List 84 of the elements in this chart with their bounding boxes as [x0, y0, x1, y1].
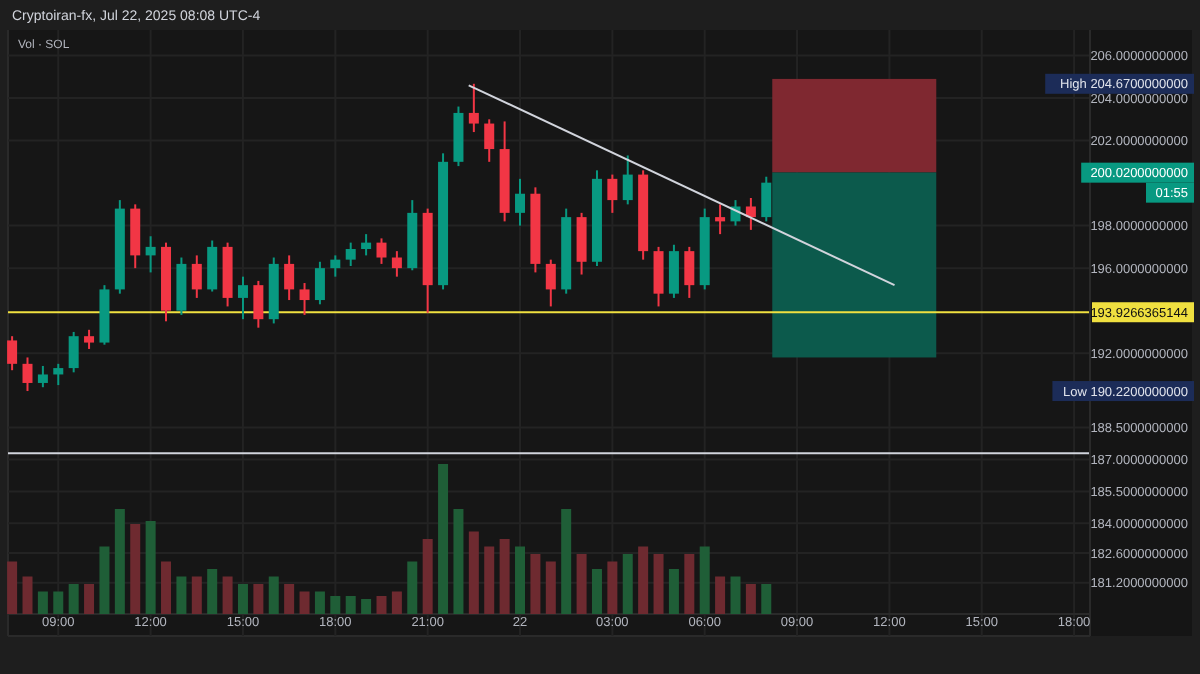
bar [53, 591, 64, 614]
bar [499, 539, 510, 614]
candlestick [191, 254, 202, 299]
candlestick [391, 250, 402, 278]
bar [391, 591, 402, 614]
bar [453, 509, 464, 614]
bar [299, 591, 310, 614]
bar [99, 546, 110, 614]
bar [561, 509, 572, 614]
candlestick [330, 254, 341, 278]
candlestick [345, 241, 356, 268]
bar [191, 576, 202, 614]
candlestick [68, 330, 79, 374]
bar [668, 569, 679, 614]
bar [314, 591, 325, 614]
bar [84, 584, 95, 614]
bar [68, 584, 79, 614]
bar [638, 546, 649, 614]
candlestick [176, 256, 187, 316]
candlestick [299, 282, 310, 316]
bar [253, 584, 264, 614]
bar [730, 576, 741, 614]
bar [114, 509, 125, 614]
candlestick [761, 175, 772, 223]
bar [407, 561, 418, 614]
bar [37, 591, 48, 614]
bar [653, 554, 664, 614]
candlestick [207, 239, 218, 293]
bar [622, 554, 633, 614]
bar [22, 576, 33, 614]
bar [361, 599, 372, 614]
candlestick [668, 243, 679, 299]
candlestick [145, 235, 156, 274]
candlestick [130, 203, 141, 270]
candlestick [515, 177, 526, 227]
candlestick [622, 154, 633, 206]
bar [207, 569, 218, 614]
bar [176, 576, 187, 614]
bar [484, 546, 495, 614]
candlestick [715, 203, 726, 236]
bar [530, 554, 541, 614]
bar [222, 576, 233, 614]
candlestick [7, 335, 18, 372]
candlestick [468, 82, 479, 134]
bar [745, 584, 756, 614]
bar [591, 569, 602, 614]
bar [268, 576, 279, 614]
candlestick [376, 237, 387, 265]
bar [468, 531, 479, 614]
candlestick [745, 196, 756, 231]
bar [330, 596, 341, 614]
bar [237, 584, 248, 614]
candlestick [22, 356, 33, 393]
candlestick [607, 173, 618, 214]
candlestick [576, 211, 587, 276]
bar [515, 546, 526, 614]
candlestick [37, 364, 48, 389]
bar [545, 561, 556, 614]
bar [761, 584, 772, 614]
candlestick [545, 258, 556, 308]
candlestick [237, 275, 248, 321]
candlestick [253, 279, 264, 329]
bar [607, 561, 618, 614]
candlestick [53, 362, 64, 387]
bar [345, 596, 356, 614]
candlestick [653, 245, 664, 308]
bar [161, 561, 172, 614]
bar [684, 554, 695, 614]
bar [715, 576, 726, 614]
candlestick [684, 245, 695, 299]
candlestick [484, 118, 495, 163]
candlestick [284, 254, 295, 302]
candlestick [314, 260, 325, 306]
candlestick [361, 233, 372, 257]
bar [438, 464, 449, 614]
bar [376, 596, 387, 614]
candlestick [84, 328, 95, 350]
bar [699, 546, 710, 614]
bar [130, 524, 141, 614]
bar [284, 584, 295, 614]
bar [7, 561, 18, 614]
bar [576, 554, 587, 614]
bar [145, 521, 156, 614]
bar [422, 539, 433, 614]
